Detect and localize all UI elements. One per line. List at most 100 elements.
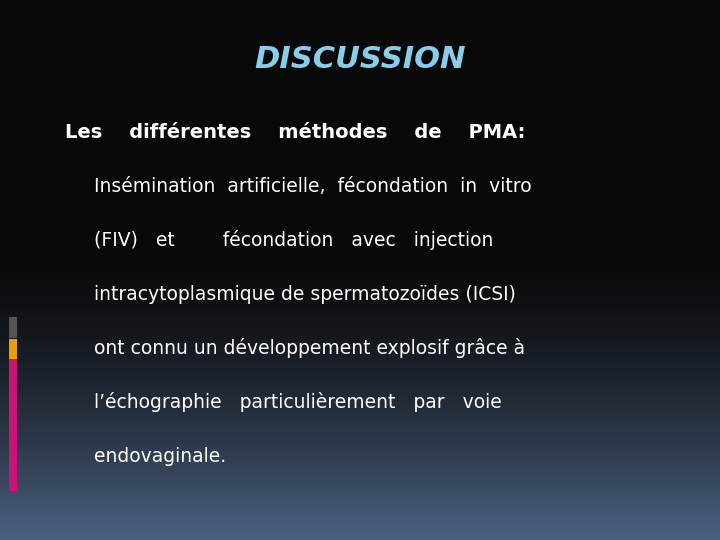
Text: Les    différentes    méthodes    de    PMA:: Les différentes méthodes de PMA:	[65, 123, 525, 142]
Bar	[0, 103, 720, 104]
Bar	[0, 495, 720, 497]
Bar	[0, 92, 720, 93]
Bar	[9, 339, 17, 359]
Bar	[0, 207, 720, 209]
Bar	[0, 5, 720, 7]
Bar	[0, 255, 720, 258]
Bar	[0, 194, 720, 196]
Bar	[0, 43, 720, 45]
Bar	[0, 335, 720, 336]
Bar	[0, 513, 720, 515]
Bar	[0, 479, 720, 481]
Bar	[0, 99, 720, 101]
Bar	[0, 463, 720, 464]
Bar	[0, 497, 720, 498]
Bar	[0, 385, 720, 387]
Text: Insémination  artificielle,  fécondation  in  vitro: Insémination artificielle, fécondation i…	[94, 177, 531, 196]
Text: ont connu un développement explosif grâce à: ont connu un développement explosif grâc…	[94, 338, 525, 359]
Bar	[0, 292, 720, 293]
Bar	[0, 131, 720, 133]
Bar	[0, 160, 720, 162]
Bar	[0, 538, 720, 540]
Bar	[0, 414, 720, 416]
Bar	[0, 363, 720, 366]
Bar	[0, 146, 720, 147]
Bar	[0, 504, 720, 506]
Bar	[0, 333, 720, 335]
Bar	[0, 434, 720, 436]
Bar	[0, 528, 720, 529]
Bar	[0, 470, 720, 471]
Bar	[0, 322, 720, 324]
Bar	[0, 209, 720, 211]
Bar	[0, 108, 720, 110]
Bar	[0, 259, 720, 261]
Bar	[0, 243, 720, 245]
Bar	[0, 400, 720, 401]
Bar	[0, 475, 720, 477]
Bar	[0, 32, 720, 34]
Bar	[0, 299, 720, 301]
Bar	[0, 360, 720, 362]
Bar	[0, 169, 720, 171]
Bar	[0, 34, 720, 36]
Bar	[0, 182, 720, 184]
Bar	[0, 498, 720, 501]
Bar	[0, 339, 720, 340]
Bar	[0, 56, 720, 58]
Bar	[0, 272, 720, 274]
Bar	[0, 468, 720, 470]
Bar	[0, 97, 720, 99]
Bar	[0, 286, 720, 288]
Bar	[0, 239, 720, 241]
Bar	[0, 447, 720, 448]
Bar	[0, 301, 720, 302]
Bar	[0, 185, 720, 187]
Bar	[0, 232, 720, 234]
Bar	[0, 439, 720, 441]
Bar	[0, 263, 720, 265]
Bar	[0, 374, 720, 376]
Bar	[0, 437, 720, 439]
Bar	[0, 407, 720, 409]
Bar	[0, 184, 720, 185]
Bar	[0, 36, 720, 38]
Bar	[0, 45, 720, 47]
Bar	[0, 50, 720, 52]
Bar	[0, 533, 720, 535]
Bar	[0, 508, 720, 509]
Bar	[0, 198, 720, 200]
Bar	[0, 110, 720, 112]
Bar	[0, 420, 720, 421]
Bar	[0, 477, 720, 479]
Bar	[0, 133, 720, 135]
Bar	[0, 412, 720, 414]
Bar	[0, 459, 720, 461]
Bar	[0, 166, 720, 167]
Bar	[0, 344, 720, 346]
Bar	[0, 481, 720, 482]
Bar	[0, 135, 720, 137]
Bar	[0, 112, 720, 113]
Bar	[0, 484, 720, 486]
Bar	[0, 144, 720, 146]
Bar	[0, 409, 720, 410]
Bar	[0, 27, 720, 29]
Bar	[0, 457, 720, 459]
Bar	[0, 340, 720, 342]
Bar	[0, 502, 720, 504]
Bar	[0, 16, 720, 18]
Bar	[0, 22, 720, 23]
Bar	[0, 77, 720, 79]
Bar	[0, 515, 720, 517]
Bar	[0, 490, 720, 491]
Bar	[0, 4, 720, 5]
Bar	[0, 72, 720, 74]
Bar	[0, 137, 720, 139]
Bar	[0, 306, 720, 308]
Bar	[0, 174, 720, 177]
Bar	[0, 59, 720, 61]
Bar	[0, 432, 720, 434]
Bar	[0, 302, 720, 304]
Bar	[0, 204, 720, 205]
